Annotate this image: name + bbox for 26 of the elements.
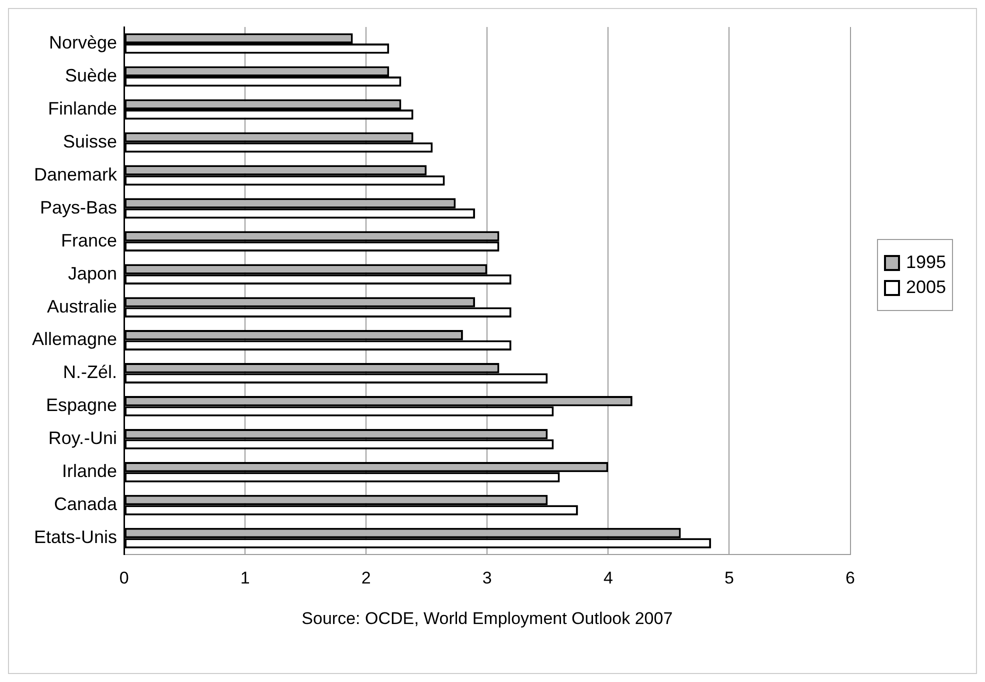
y-tick-label: N.-Zél. [63, 362, 118, 382]
y-tick-label: Suisse [63, 131, 118, 152]
y-tick-label: Canada [54, 494, 118, 514]
x-tick-label: 5 [724, 568, 734, 588]
x-tick-label: 0 [119, 568, 129, 588]
y-tick-label: France [61, 230, 118, 250]
y-tick-label: Pays-Bas [40, 197, 118, 218]
y-tick-label: Danemark [34, 164, 118, 184]
y-tick-label: Allemagne [32, 329, 118, 350]
y-tick-label: Australie [47, 296, 118, 316]
y-tick-label: Irlande [62, 461, 118, 482]
text: 2005 [906, 277, 946, 298]
x-tick-label: 4 [603, 568, 613, 588]
x-tick-label: 1 [240, 568, 250, 588]
x-tick-label: 6 [846, 568, 856, 588]
y-tick-label: Suède [64, 65, 118, 86]
legend-label: 1995 [906, 252, 946, 273]
y-tick-label: Norvège [49, 32, 118, 52]
x-tick-label: 3 [482, 568, 492, 588]
y-tick-label: Finlande [48, 98, 118, 118]
x-tick-label: 2 [361, 568, 371, 588]
y-tick-label: Japon [68, 263, 118, 284]
source-note: Source: OCDE, World Employment Outlook 2007 [302, 609, 673, 628]
y-tick-label: Espagne [46, 395, 118, 416]
y-tick-label: Roy.-Uni [48, 428, 118, 448]
y-tick-label: Etats-Unis [34, 527, 118, 548]
